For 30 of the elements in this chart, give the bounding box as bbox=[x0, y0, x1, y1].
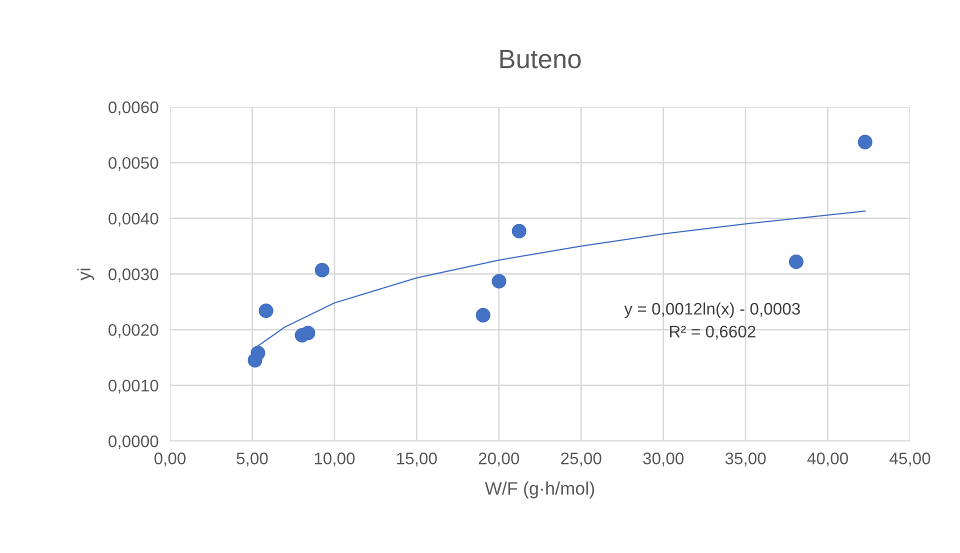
point bbox=[258, 303, 274, 318]
x-tick-label: 40,00 bbox=[807, 452, 848, 466]
y-tick-label: 0,0060 bbox=[108, 101, 158, 116]
x-tick-label: 10,00 bbox=[314, 452, 355, 466]
x-tick-label: 20,00 bbox=[478, 452, 520, 466]
point bbox=[788, 254, 804, 270]
y-tick-label: 0,0040 bbox=[108, 212, 158, 227]
x-tick-label: 45,00 bbox=[890, 452, 930, 466]
y-tick-label: 0,0010 bbox=[108, 380, 158, 394]
point bbox=[250, 346, 266, 360]
x-axis-title: W/F (g·h/mol) bbox=[484, 482, 594, 498]
y-tick-label: 0,0030 bbox=[108, 268, 158, 282]
point bbox=[492, 274, 506, 289]
x-tick-label: 30,00 bbox=[643, 452, 684, 466]
point bbox=[300, 326, 316, 340]
y-tick-label: 0,0050 bbox=[108, 157, 158, 171]
point bbox=[858, 134, 872, 150]
x-tick-label: 35,00 bbox=[725, 452, 766, 466]
point bbox=[476, 308, 490, 322]
y-tick-label: 0,0000 bbox=[108, 435, 158, 450]
x-tick-label: 5,00 bbox=[236, 452, 268, 466]
point bbox=[512, 224, 526, 238]
x-tick-label: 15,00 bbox=[397, 452, 437, 466]
y-tick-label: 0,0020 bbox=[108, 324, 158, 338]
point bbox=[314, 262, 330, 278]
y-axis-title: yi bbox=[77, 268, 94, 280]
x-tick-label: 0,00 bbox=[154, 452, 186, 466]
annotation: y = 0,0012ln(x) - 0,0003 R² = 0,6602 bbox=[624, 302, 800, 340]
chart-title: Buteno bbox=[500, 50, 581, 68]
x-tick-label: 25,00 bbox=[561, 452, 602, 466]
